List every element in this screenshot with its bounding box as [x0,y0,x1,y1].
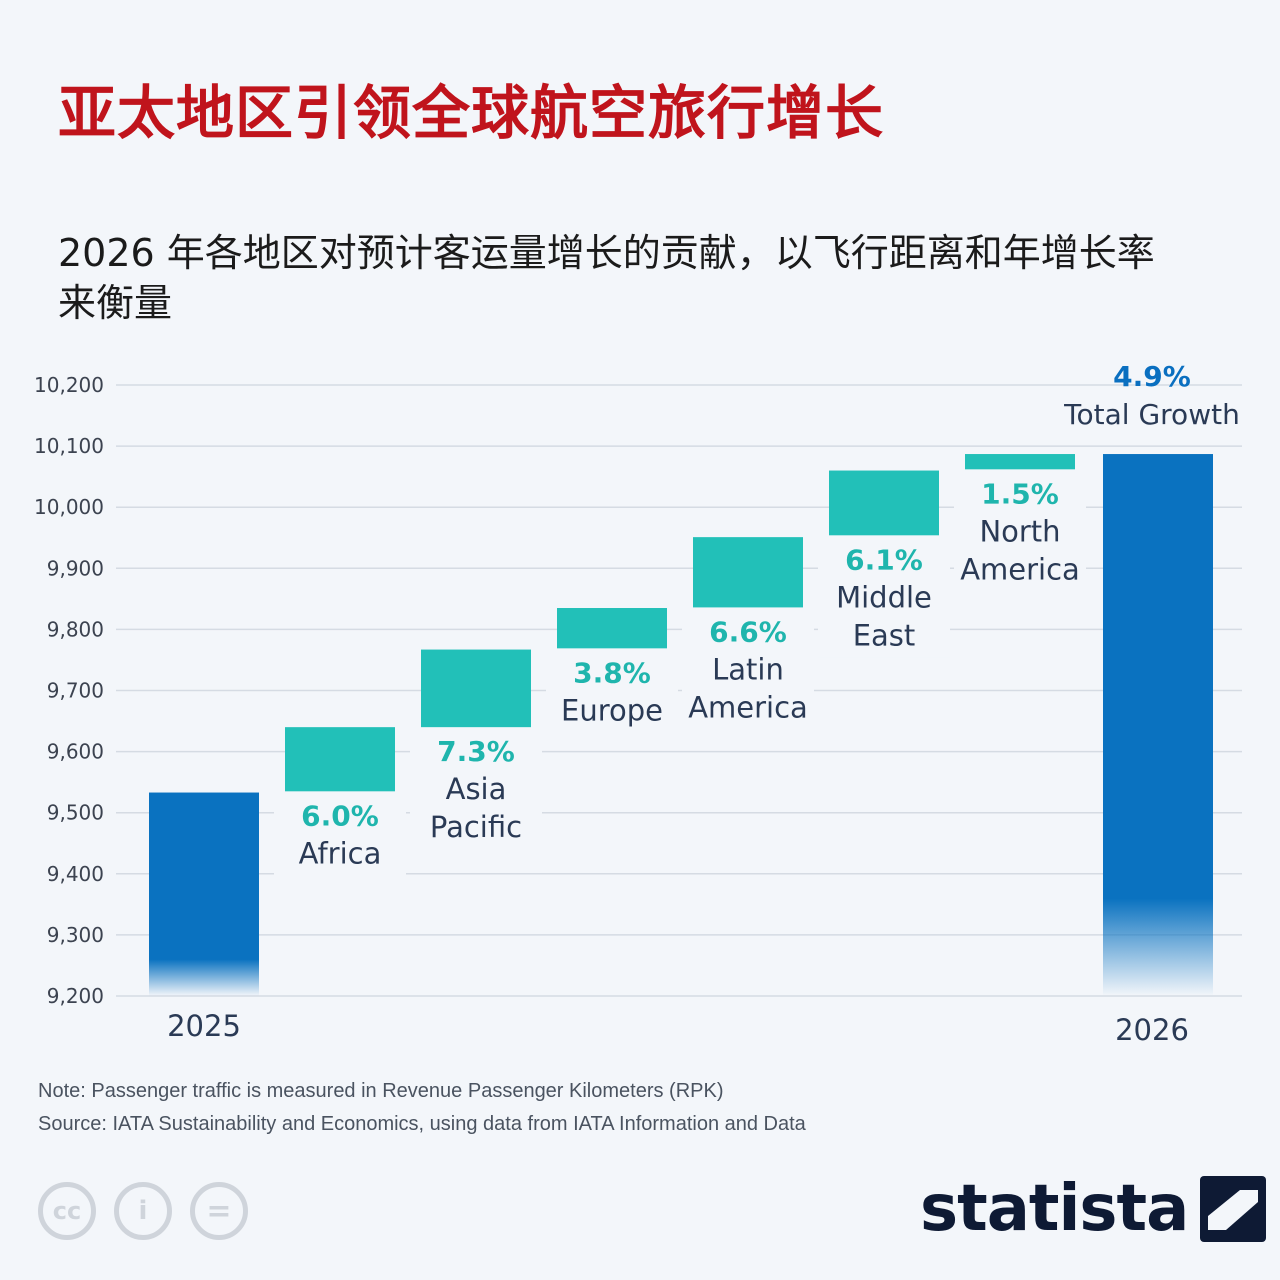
y-tick-label: 9,800 [47,617,104,641]
growth-label: 3.8% [573,656,651,689]
y-tick-label: 10,000 [34,495,104,519]
y-tick-label: 9,500 [47,801,104,825]
bar-2025 [149,792,259,996]
bars [149,454,1213,997]
statista-wordmark: statista [920,1172,1189,1246]
y-tick-label: 9,900 [47,556,104,580]
bar-segment [557,608,667,649]
total-growth-value: 4.9% [1113,360,1191,393]
region-label: Middle [836,580,932,614]
attribution-icon[interactable]: i [114,1182,172,1240]
region-label: Asia [446,772,507,806]
bar-segment [829,470,939,536]
label-backdrop [410,733,542,850]
bar-segment [285,727,395,792]
y-tick-label: 9,600 [47,740,104,764]
x-label-2026: 2026 [1115,1013,1189,1047]
statista-logo-icon [1200,1176,1267,1242]
waterfall-chart: 9,200 9,300 9,400 9,500 9,600 9,700 9,800 9,900… [34,360,1242,1047]
region-label: Europe [561,693,663,727]
region-label: North [979,514,1060,548]
label-backdrop [682,613,814,730]
growth-label: 6.0% [301,799,379,832]
region-label: East [853,618,916,652]
growth-label: 7.3% [437,735,515,768]
y-axis: 9,200 9,300 9,400 9,500 9,600 9,700 9,800 9,900… [34,373,104,1008]
bar-2026 [1103,454,1213,997]
label-backdrop [818,541,950,658]
growth-label: 6.6% [709,615,787,648]
region-label: Pacific [430,810,522,844]
y-tick-label: 10,200 [34,373,104,397]
y-tick-label: 10,100 [34,434,104,458]
source-text: Source: IATA Sustainability and Economic… [38,1113,806,1135]
label-backdrop [546,654,678,733]
region-label: America [960,552,1080,586]
bar-segment [693,537,803,608]
total-growth-label: Total Growth [1063,398,1240,431]
growth-label: 1.5% [981,477,1059,510]
region-label: America [688,690,808,724]
y-tick-label: 9,300 [47,923,104,947]
label-backdrop [954,475,1086,592]
region-label: Latin [712,652,784,686]
statista-logo[interactable]: statista [920,1172,1267,1246]
data-labels: 2025 6.0% Africa 7.3% Asia Pacific 3.8% Europe 6… [167,360,1240,1047]
page-subtitle: 2026 年各地区对预计客运量增长的贡献，以飞行距离和年增长率来衡量 [58,231,1155,325]
x-label-2025: 2025 [167,1009,241,1043]
creative-commons-icon[interactable]: cc [38,1182,96,1240]
y-tick-label: 9,400 [47,862,104,886]
bar-segment [965,454,1075,470]
label-backdrop [274,797,406,876]
growth-label: 6.1% [845,543,923,576]
note-text: Note: Passenger traffic is measured in R… [38,1080,724,1102]
chart-footnotes: Note: Passenger traffic is measured in R… [38,1075,806,1141]
bar-segment [421,649,531,728]
y-tick-label: 9,200 [47,984,104,1008]
no-derivatives-icon[interactable]: = [190,1182,248,1240]
region-label: Africa [299,836,382,870]
y-tick-label: 9,700 [47,679,104,703]
page-title: 亚太地区引领全球航空旅行增长 [58,79,885,147]
